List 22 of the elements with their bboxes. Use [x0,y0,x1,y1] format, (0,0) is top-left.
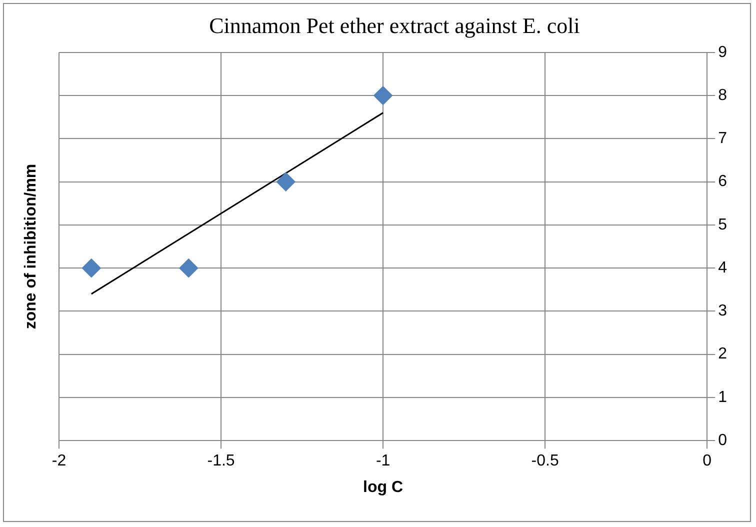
point [179,258,198,278]
y-tick-label: 0 [718,432,728,450]
y-tick-label: 8 [718,86,728,104]
x-axis-title: log C [363,478,404,496]
y-tick-label: 9 [718,44,728,61]
y-axis-title: zone of inhibition/mm [22,164,40,330]
y-tick-label: 1 [718,388,728,406]
y-tick-label: 3 [718,302,728,320]
x-tick-label: -2 [52,452,66,470]
x-tick-label: -1 [376,452,390,470]
y-tick-label: 5 [718,216,728,234]
y-tick-label: 2 [718,346,728,363]
point [374,86,393,106]
x-tick-label: 0 [702,452,712,470]
point [82,258,101,278]
point [276,172,296,192]
y-tick-label: 7 [718,130,728,148]
chart-title: Cinnamon Pet ether extract against E. coli [209,12,580,38]
y-tick-label: 4 [718,259,728,276]
x-tick-label: -0.5 [531,452,559,470]
x-tick-label: -1.5 [207,452,235,470]
y-tick-label: 6 [718,173,728,190]
